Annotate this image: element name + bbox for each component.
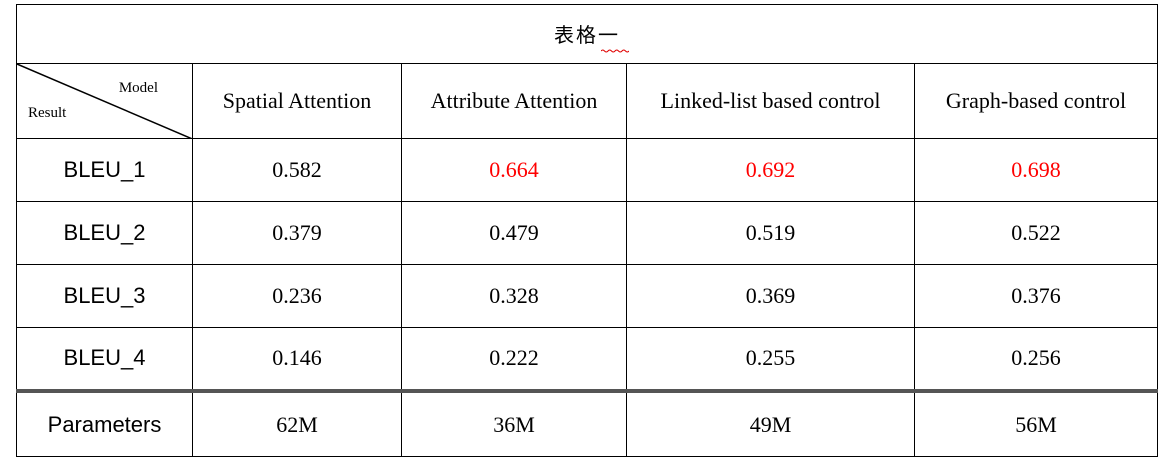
table-cell: 0.522 — [913, 201, 1159, 265]
corner-label-result: Result — [28, 105, 67, 122]
parameter-cell: 56M — [913, 389, 1159, 458]
column-header: Attribute Attention — [401, 62, 627, 140]
corner-header-cell: Model Result — [16, 62, 193, 140]
row-metric-label: BLEU_2 — [16, 201, 193, 265]
table-cell: 0.255 — [626, 326, 915, 392]
title-row: 表格一 — [15, 4, 1159, 64]
table-cell: 0.376 — [913, 263, 1159, 328]
results-table: 表格一 Model Result Spatial Attention Attri… — [15, 4, 1159, 458]
diagonal-divider — [17, 64, 192, 138]
column-header: Graph-based control — [913, 62, 1159, 140]
table-cell: 0.479 — [401, 201, 627, 265]
parameter-cell: 36M — [401, 389, 627, 458]
column-header: Spatial Attention — [192, 62, 402, 140]
table-cell: 0.379 — [192, 201, 402, 265]
parameters-row: Parameters 62M 36M 49M 56M — [16, 389, 1159, 458]
table-cell: 0.146 — [192, 326, 402, 392]
table-row: BLEU_2 0.379 0.479 0.519 0.522 — [16, 201, 1159, 265]
row-metric-label: BLEU_3 — [16, 263, 193, 328]
table-cell-highlighted: 0.664 — [401, 138, 627, 203]
table-title-cell: 表格一 — [15, 4, 1159, 64]
table-row: BLEU_3 0.236 0.328 0.369 0.376 — [16, 263, 1159, 328]
table-cell: 0.519 — [626, 201, 915, 265]
table-cell: 0.236 — [192, 263, 402, 328]
parameters-label: Parameters — [16, 389, 193, 458]
corner-label-model: Model — [118, 79, 158, 96]
column-header: Linked-list based control — [626, 62, 915, 140]
table-cell: 0.256 — [913, 326, 1159, 392]
table-row: BLEU_4 0.146 0.222 0.255 0.256 — [16, 326, 1159, 392]
parameter-cell: 49M — [626, 389, 915, 458]
table-cell-highlighted: 0.698 — [913, 138, 1159, 203]
table-cell: 0.328 — [401, 263, 627, 328]
parameter-cell: 62M — [192, 389, 402, 458]
table-row: BLEU_1 0.582 0.664 0.692 0.698 — [16, 138, 1159, 203]
table-cell: 0.582 — [192, 138, 402, 203]
header-row: Model Result Spatial Attention Attribute… — [16, 62, 1159, 140]
table-title: 表格一 — [554, 23, 621, 48]
table-cell: 0.369 — [626, 263, 915, 328]
row-metric-label: BLEU_1 — [16, 138, 193, 203]
row-metric-label: BLEU_4 — [16, 326, 193, 392]
spellcheck-squiggle-icon — [600, 49, 629, 52]
table-cell: 0.222 — [401, 326, 627, 392]
table-cell-highlighted: 0.692 — [626, 138, 915, 203]
